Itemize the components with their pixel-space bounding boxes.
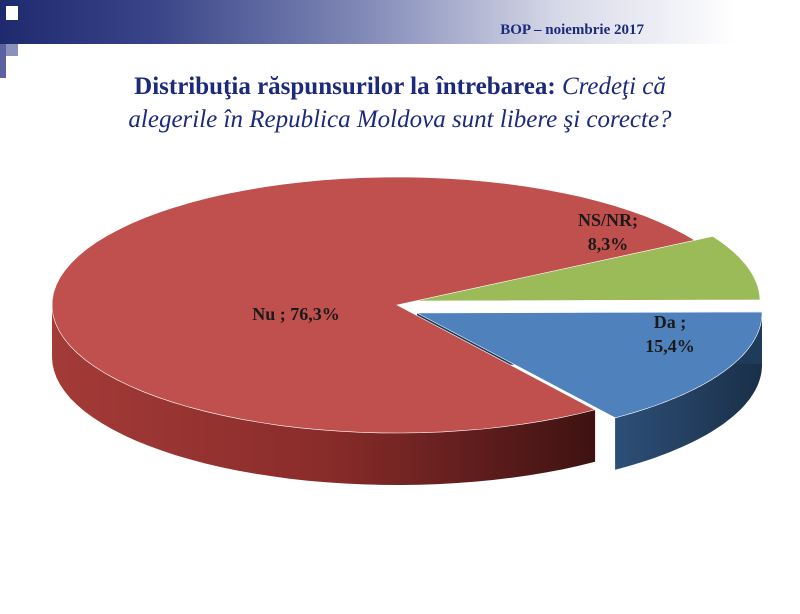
- chart-title: Distribuţia răspunsurilor la întrebarea:…: [0, 70, 800, 136]
- decor-square: [6, 6, 18, 20]
- decor-square: [0, 44, 6, 78]
- pie-slice-ns-nr: [414, 235, 761, 302]
- title-italic-2: alegerile în Republica Moldova sunt libe…: [128, 106, 672, 133]
- decor-square: [6, 44, 18, 56]
- slice-label-ns-nr: NS/NR; 8,3%: [578, 210, 638, 254]
- title-bold: Distribuţia răspunsurilor la întrebarea:: [134, 73, 556, 100]
- slice-label-nu: Nu ; 76,3%: [252, 304, 340, 324]
- pie-side-nu: [52, 305, 596, 485]
- pie-slice-da: [416, 311, 763, 419]
- survey-tag: BOP – noiembrie 2017: [500, 22, 644, 38]
- title-italic-1: Credeţi că: [561, 73, 666, 100]
- pie-slice-nu: [51, 176, 696, 434]
- header-band: [0, 0, 800, 44]
- slice-label-da: Da ; 15,4%: [645, 312, 695, 356]
- pie-side-da: [615, 313, 762, 470]
